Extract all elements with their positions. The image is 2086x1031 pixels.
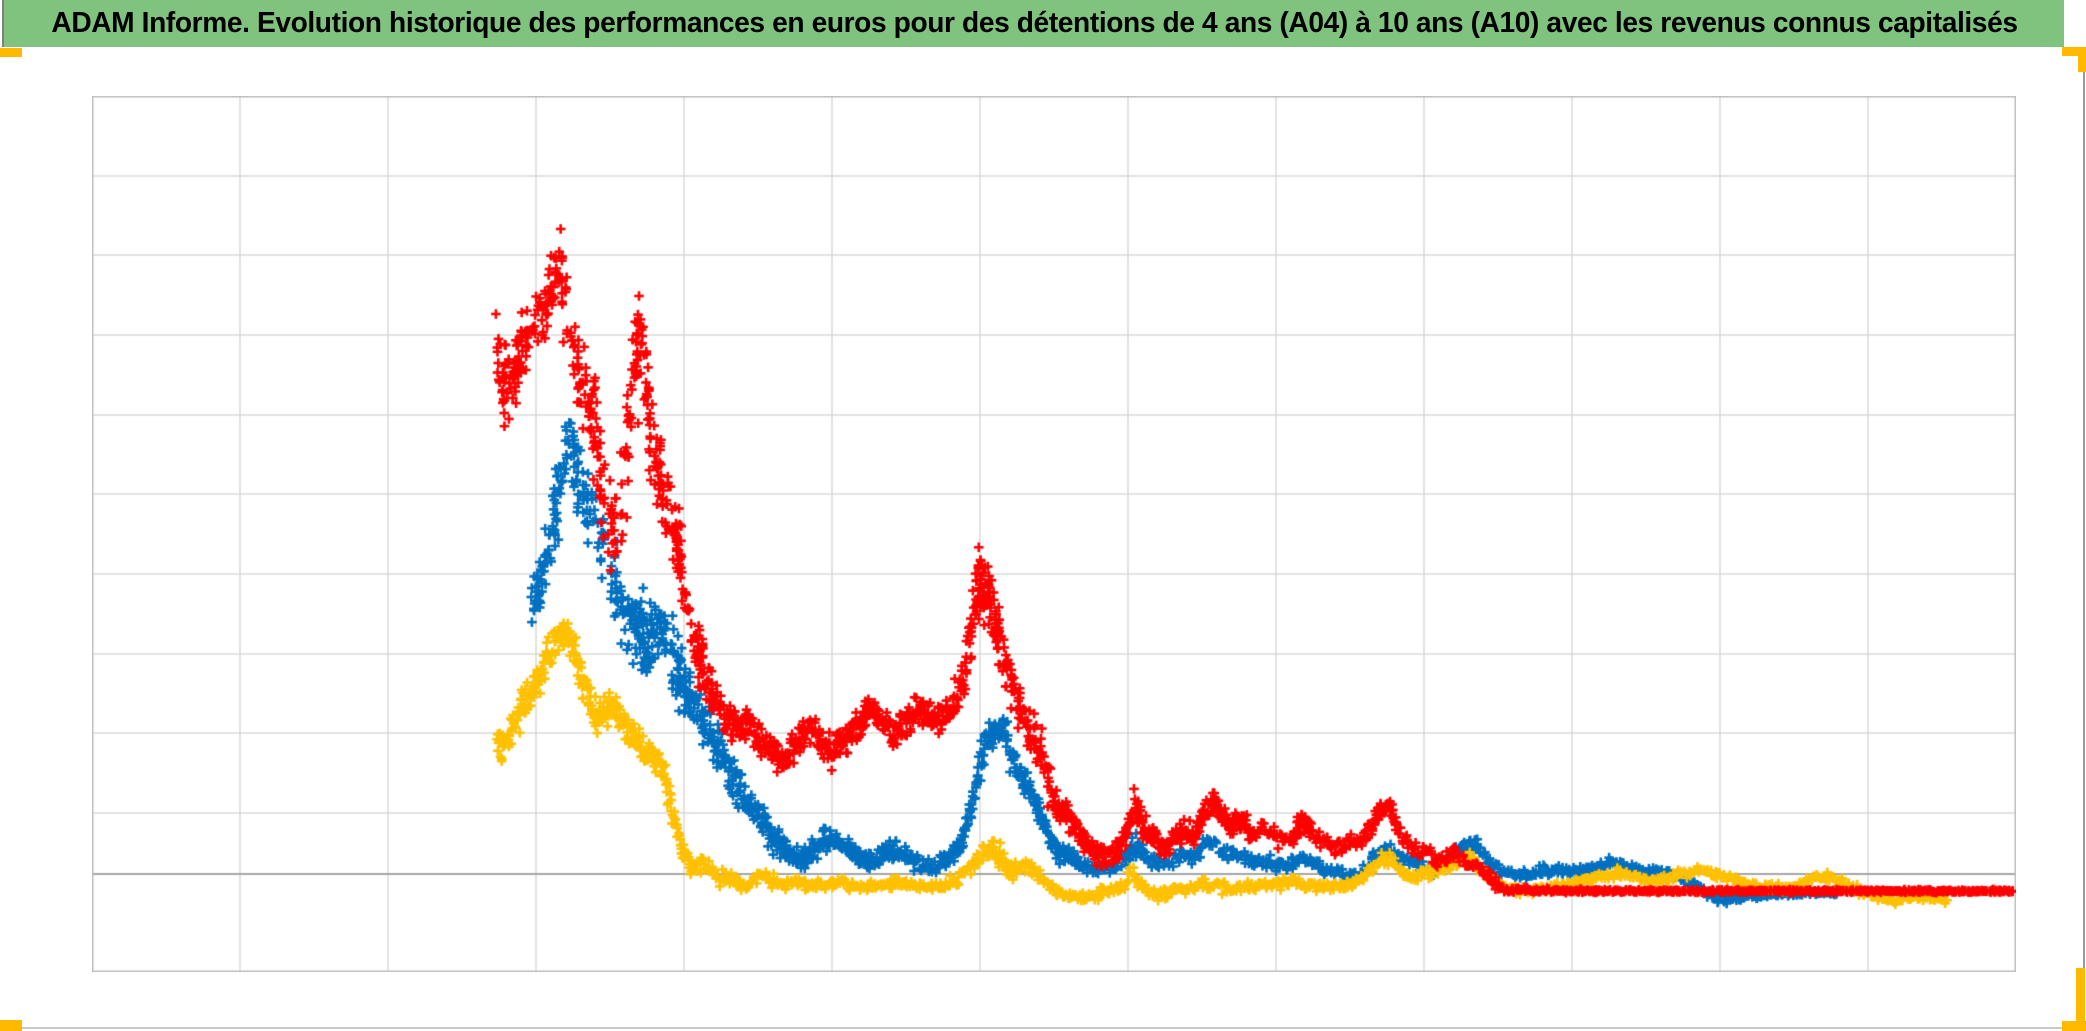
chart-title-text: ADAM Informe. Evolution historique des p… [50, 7, 2018, 39]
pane-divider-line [2083, 47, 2085, 1031]
selection-handle-bottom-right[interactable] [2062, 1021, 2086, 1031]
chart-title-bar[interactable]: ADAM Informe. Evolution historique des p… [2, 0, 2064, 47]
selection-handle-top-right-stub[interactable] [2078, 47, 2086, 72]
chart-plot-area[interactable] [92, 96, 2016, 972]
scatter-canvas [92, 96, 2016, 972]
selection-handle-bottom-left[interactable] [0, 1020, 22, 1031]
sheet-bottom-gridline [0, 1027, 2086, 1029]
selection-handle-top-left[interactable] [0, 48, 22, 57]
selection-handle-bottom-right-stub[interactable] [2076, 968, 2085, 1031]
selection-handle-top-right[interactable] [2062, 47, 2086, 56]
